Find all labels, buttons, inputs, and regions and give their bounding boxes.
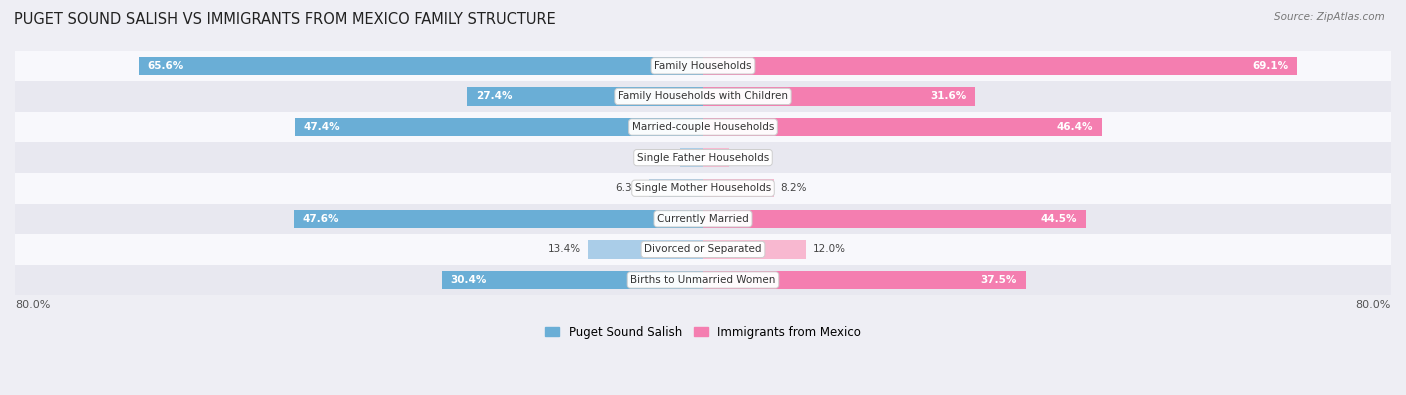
Bar	[703, 271, 1025, 289]
Text: 6.3%: 6.3%	[616, 183, 643, 193]
Text: Family Households with Children: Family Households with Children	[619, 91, 787, 102]
Bar	[15, 203, 1391, 234]
Bar	[15, 265, 1391, 295]
Text: Currently Married: Currently Married	[657, 214, 749, 224]
Text: 3.0%: 3.0%	[735, 152, 762, 163]
Bar	[15, 173, 1391, 203]
Text: 65.6%: 65.6%	[148, 61, 184, 71]
Text: 8.2%: 8.2%	[780, 183, 807, 193]
Text: Births to Unmarried Women: Births to Unmarried Women	[630, 275, 776, 285]
Text: Family Households: Family Households	[654, 61, 752, 71]
Text: 31.6%: 31.6%	[929, 91, 966, 102]
Text: 80.0%: 80.0%	[1355, 300, 1391, 310]
Text: 13.4%: 13.4%	[548, 245, 581, 254]
Bar	[15, 142, 1391, 173]
Legend: Puget Sound Salish, Immigrants from Mexico: Puget Sound Salish, Immigrants from Mexi…	[540, 321, 866, 343]
Text: Married-couple Households: Married-couple Households	[631, 122, 775, 132]
Bar	[15, 234, 1391, 265]
Bar	[703, 179, 773, 198]
Bar	[139, 56, 703, 75]
Text: 44.5%: 44.5%	[1040, 214, 1077, 224]
Text: 27.4%: 27.4%	[477, 91, 512, 102]
Text: Source: ZipAtlas.com: Source: ZipAtlas.com	[1274, 12, 1385, 22]
Bar	[648, 179, 703, 198]
Text: 30.4%: 30.4%	[450, 275, 486, 285]
Bar	[15, 81, 1391, 112]
Bar	[15, 51, 1391, 81]
Text: 47.6%: 47.6%	[302, 214, 339, 224]
Text: 69.1%: 69.1%	[1253, 61, 1289, 71]
Bar	[703, 149, 728, 167]
Bar	[15, 112, 1391, 142]
Text: Divorced or Separated: Divorced or Separated	[644, 245, 762, 254]
Text: 80.0%: 80.0%	[15, 300, 51, 310]
Text: Single Father Households: Single Father Households	[637, 152, 769, 163]
Text: PUGET SOUND SALISH VS IMMIGRANTS FROM MEXICO FAMILY STRUCTURE: PUGET SOUND SALISH VS IMMIGRANTS FROM ME…	[14, 12, 555, 27]
Bar	[703, 210, 1085, 228]
Bar	[703, 87, 974, 105]
Text: 47.4%: 47.4%	[304, 122, 340, 132]
Bar	[294, 210, 703, 228]
Bar	[703, 118, 1102, 136]
Bar	[467, 87, 703, 105]
Text: 2.7%: 2.7%	[647, 152, 673, 163]
Text: Single Mother Households: Single Mother Households	[636, 183, 770, 193]
Bar	[703, 56, 1298, 75]
Text: 12.0%: 12.0%	[813, 245, 846, 254]
Bar	[295, 118, 703, 136]
Text: 37.5%: 37.5%	[980, 275, 1017, 285]
Bar	[679, 149, 703, 167]
Bar	[588, 240, 703, 259]
Bar	[703, 240, 806, 259]
Bar	[441, 271, 703, 289]
Text: 46.4%: 46.4%	[1057, 122, 1094, 132]
